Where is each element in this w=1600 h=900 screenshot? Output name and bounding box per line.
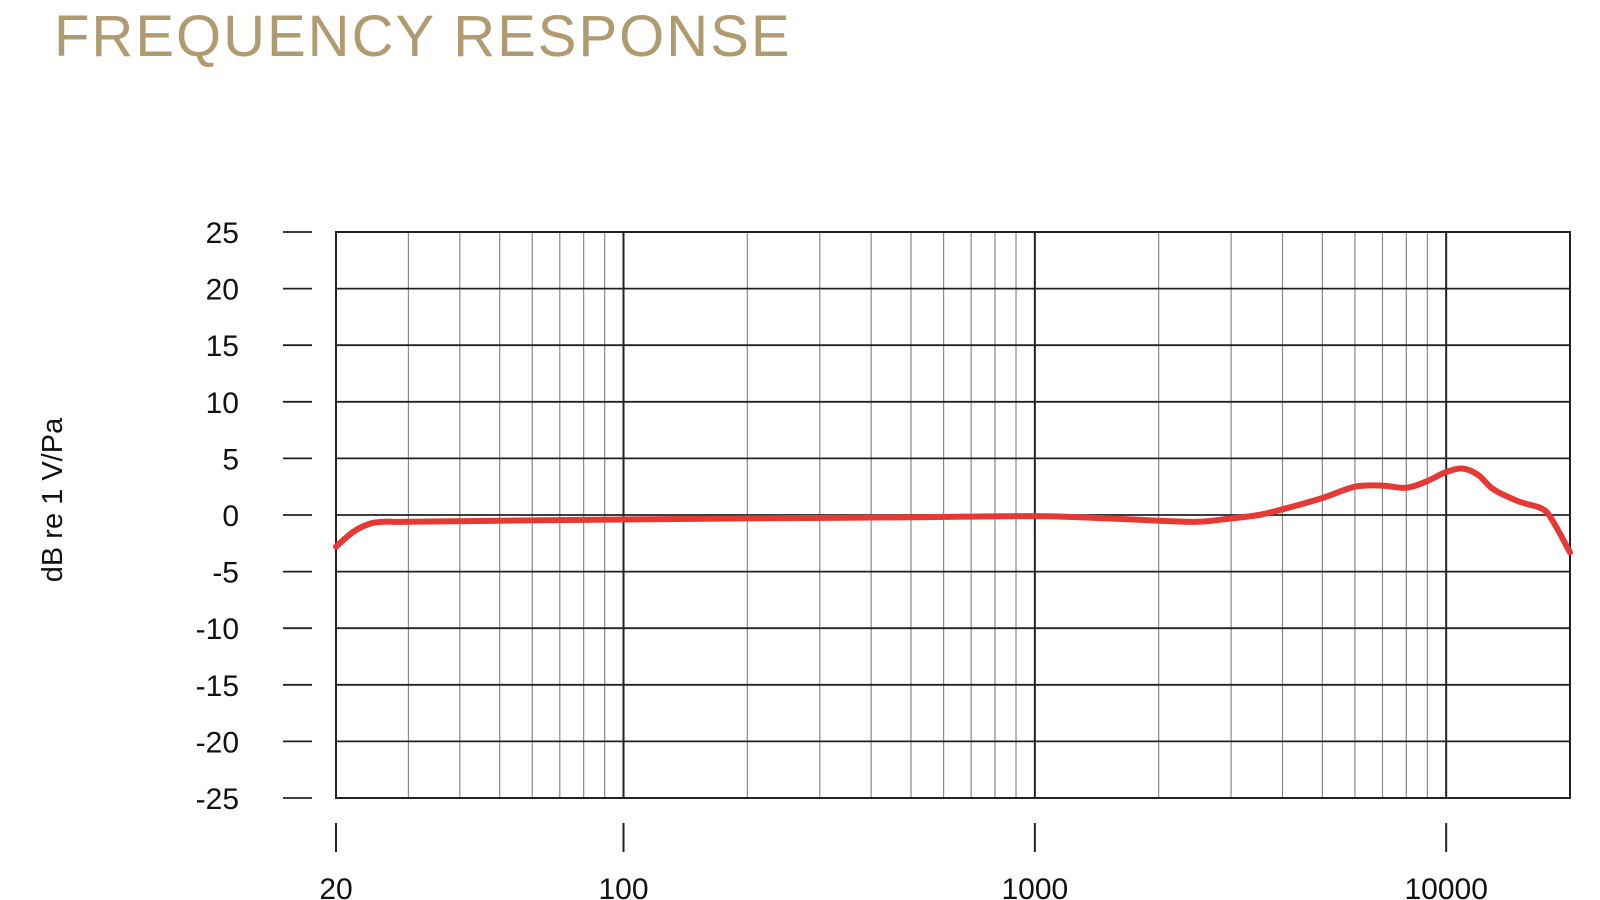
y-tick-label: 20: [206, 274, 239, 307]
chart-title: FREQUENCY RESPONSE: [54, 4, 792, 69]
y-tick-label: 15: [206, 330, 239, 363]
y-tick-label: -25: [196, 783, 239, 816]
plot-frame: [335, 231, 1571, 799]
y-tick-label: 0: [222, 500, 239, 533]
y-tick-label: -20: [196, 726, 239, 759]
x-tick-label: 20: [319, 873, 352, 900]
y-tick-label: -10: [196, 613, 239, 646]
y-axis-label: dB re 1 V/Pa: [37, 417, 69, 582]
y-tick-label: 5: [222, 443, 239, 476]
y-tick-label: -15: [196, 670, 239, 703]
y-tick-label: 10: [206, 387, 239, 420]
y-tick-label: -5: [212, 557, 239, 590]
y-tick-label: 25: [206, 217, 239, 250]
x-tick-label: 1000: [1001, 873, 1068, 900]
frequency-response-line: [333, 465, 1573, 556]
x-tick-label: 100: [598, 873, 648, 900]
x-tick-label: 10000: [1404, 873, 1487, 900]
